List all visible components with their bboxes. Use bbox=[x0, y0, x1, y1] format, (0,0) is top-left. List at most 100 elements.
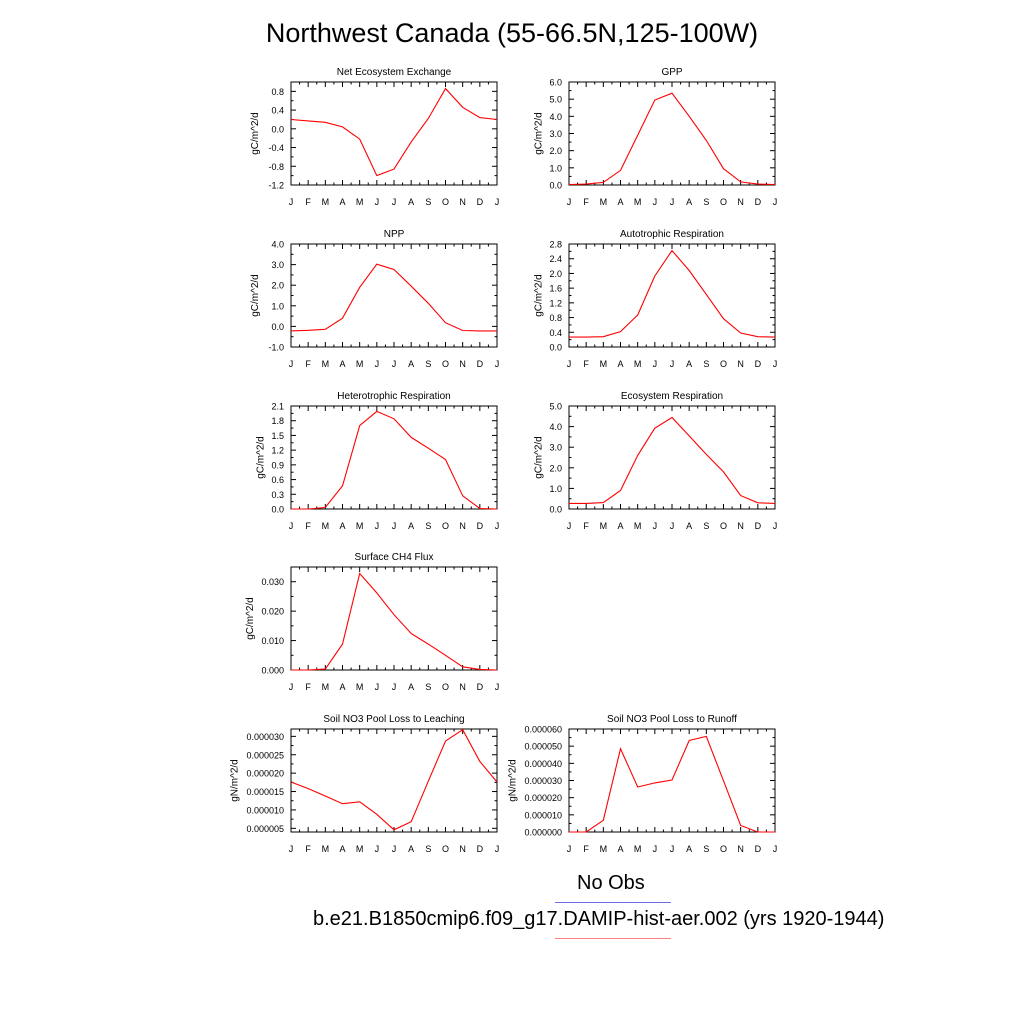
plot-frame bbox=[568, 81, 776, 186]
series-line bbox=[569, 249, 776, 338]
y-tick-label: 4.0 bbox=[549, 422, 562, 432]
x-tick-label: J bbox=[653, 521, 658, 531]
x-tick-label: O bbox=[442, 197, 449, 207]
x-tick-label: M bbox=[600, 359, 608, 369]
x-tick-label: J bbox=[773, 359, 778, 369]
panel-title: GPP bbox=[661, 67, 682, 78]
x-tick-label: J bbox=[375, 844, 380, 854]
x-tick-label: F bbox=[305, 197, 311, 207]
y-tick-label: 0.0 bbox=[271, 124, 284, 134]
y-axis-label: gC/m^2/d bbox=[533, 112, 544, 155]
y-tick-label: 1.6 bbox=[549, 284, 562, 294]
x-tick-label: A bbox=[339, 682, 345, 692]
plot-frame bbox=[568, 243, 776, 348]
y-tick-label: 5.0 bbox=[549, 402, 562, 412]
x-tick-label: J bbox=[653, 359, 658, 369]
y-axis-label: gN/m^2/d bbox=[507, 759, 518, 802]
x-tick-label: J bbox=[289, 359, 294, 369]
x-tick-label: F bbox=[583, 521, 589, 531]
y-tick-label: -0.8 bbox=[268, 162, 284, 172]
x-tick-label: O bbox=[442, 844, 449, 854]
x-tick-label: M bbox=[600, 521, 608, 531]
panel-title: NPP bbox=[384, 229, 405, 240]
y-tick-label: 1.0 bbox=[549, 163, 562, 173]
x-tick-label: J bbox=[289, 197, 294, 207]
y-axis-label: gC/m^2/d bbox=[250, 274, 261, 317]
y-tick-label: 1.2 bbox=[271, 446, 284, 456]
x-tick-label: J bbox=[670, 197, 675, 207]
y-tick-label: 0.8 bbox=[549, 313, 562, 323]
x-tick-label: J bbox=[375, 359, 380, 369]
x-tick-label: N bbox=[737, 521, 744, 531]
y-tick-label: 2.4 bbox=[549, 254, 562, 264]
y-tick-label: 0.000060 bbox=[524, 725, 562, 735]
x-tick-label: A bbox=[339, 197, 345, 207]
y-tick-label: 0.3 bbox=[271, 490, 284, 500]
y-tick-label: 0.010 bbox=[261, 636, 284, 646]
x-tick-label: M bbox=[322, 844, 330, 854]
panel-title: Autotrophic Respiration bbox=[620, 229, 724, 240]
x-tick-label: M bbox=[600, 197, 608, 207]
x-tick-label: M bbox=[322, 359, 330, 369]
plot-frame bbox=[290, 728, 498, 833]
series-line bbox=[290, 87, 498, 177]
x-tick-label: A bbox=[617, 521, 623, 531]
x-tick-label: S bbox=[425, 844, 431, 854]
series-line bbox=[291, 572, 498, 671]
x-tick-label: A bbox=[617, 844, 623, 854]
x-tick-label: S bbox=[425, 521, 431, 531]
x-tick-label: J bbox=[392, 682, 397, 692]
panel-title: Soil NO3 Pool Loss to Leaching bbox=[323, 714, 464, 725]
y-tick-label: 0.6 bbox=[271, 475, 284, 485]
x-tick-label: D bbox=[755, 359, 762, 369]
y-tick-label: 0.000015 bbox=[246, 787, 284, 797]
y-tick-label: 6.0 bbox=[549, 78, 562, 88]
x-tick-label: A bbox=[339, 521, 345, 531]
y-tick-label: 0.000 bbox=[261, 666, 284, 676]
y-tick-label: -1.2 bbox=[268, 181, 284, 191]
plot-frame bbox=[290, 566, 498, 671]
x-tick-label: S bbox=[703, 359, 709, 369]
y-tick-label: 0.000010 bbox=[246, 805, 284, 815]
y-tick-label: 2.8 bbox=[549, 240, 562, 250]
x-tick-label: O bbox=[720, 521, 727, 531]
y-tick-label: 5.0 bbox=[549, 95, 562, 105]
x-tick-label: J bbox=[375, 521, 380, 531]
x-tick-label: A bbox=[686, 359, 692, 369]
x-tick-label: D bbox=[477, 359, 484, 369]
y-tick-label: 0.0 bbox=[549, 181, 562, 191]
x-tick-label: J bbox=[567, 521, 572, 531]
x-tick-label: D bbox=[755, 844, 762, 854]
legend-label-model-run: b.e21.B1850cmip6.f09_g17.DAMIP-hist-aer.… bbox=[313, 908, 885, 930]
x-tick-label: J bbox=[289, 682, 294, 692]
y-tick-label: 0.0 bbox=[271, 505, 284, 515]
y-tick-label: 2.0 bbox=[549, 146, 562, 156]
x-tick-label: D bbox=[477, 521, 484, 531]
x-tick-label: M bbox=[322, 682, 330, 692]
x-tick-label: J bbox=[670, 359, 675, 369]
legend-label-no-obs: No Obs bbox=[577, 872, 645, 894]
x-tick-label: M bbox=[356, 197, 364, 207]
x-tick-label: J bbox=[773, 197, 778, 207]
x-tick-label: A bbox=[408, 197, 414, 207]
x-tick-label: M bbox=[356, 359, 364, 369]
x-tick-label: J bbox=[392, 844, 397, 854]
series-line bbox=[569, 735, 775, 833]
x-tick-label: J bbox=[375, 197, 380, 207]
x-tick-label: F bbox=[583, 844, 589, 854]
x-tick-label: N bbox=[459, 197, 466, 207]
x-tick-label: A bbox=[408, 359, 414, 369]
x-tick-label: M bbox=[634, 844, 642, 854]
legend-line-model-run bbox=[555, 938, 671, 939]
y-tick-label: 3.0 bbox=[271, 260, 284, 270]
x-tick-label: N bbox=[459, 682, 466, 692]
x-tick-label: A bbox=[686, 521, 692, 531]
plot-frame bbox=[290, 405, 498, 510]
x-tick-label: O bbox=[442, 521, 449, 531]
y-tick-label: 0.000005 bbox=[246, 824, 284, 834]
y-axis-label: gC/m^2/d bbox=[533, 274, 544, 317]
y-tick-label: 2.0 bbox=[549, 463, 562, 473]
y-tick-label: 0.9 bbox=[271, 460, 284, 470]
